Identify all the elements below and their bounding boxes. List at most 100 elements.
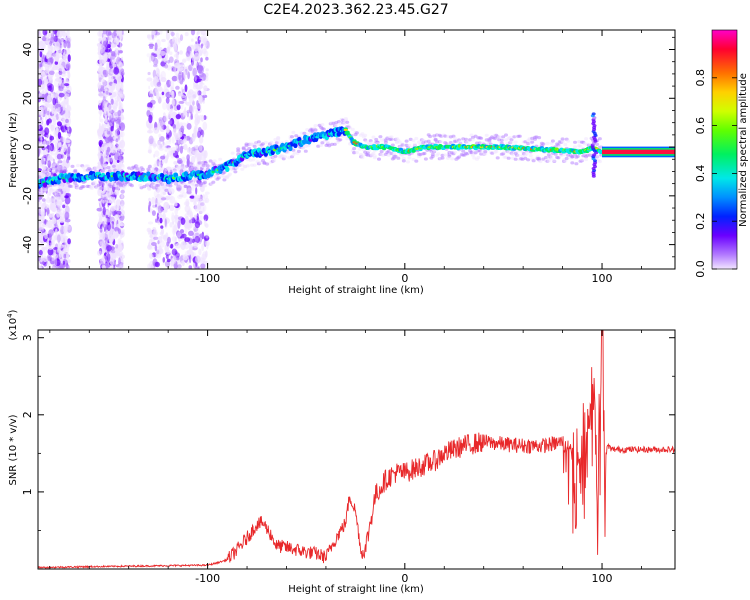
noise-blob <box>102 58 107 65</box>
noise-blob <box>171 248 178 256</box>
halo-blob <box>563 142 568 147</box>
noise-blob <box>190 30 196 36</box>
halo-blob <box>378 135 383 139</box>
noise-blob <box>44 31 47 37</box>
noise-blob <box>40 69 43 75</box>
figure-title: C2E4.2023.362.23.45.G27 <box>263 2 448 18</box>
noise-blob <box>113 132 117 141</box>
noise-blob <box>58 92 65 98</box>
noise-blob <box>47 154 53 162</box>
noise-blob <box>99 260 104 266</box>
noise-blob <box>44 219 47 225</box>
noise-blob <box>63 83 70 87</box>
noise-blob <box>53 247 59 251</box>
noise-blob <box>155 218 158 223</box>
noise-blob <box>146 34 151 39</box>
halo-blob <box>65 187 69 192</box>
spectrogram-ylabel: Frequency (Hz) <box>8 112 19 188</box>
noise-blob <box>173 54 179 58</box>
noise-blob <box>186 154 190 161</box>
x-tick-label: 100 <box>592 572 613 585</box>
halo-blob <box>290 135 294 139</box>
noise-blob <box>100 155 104 165</box>
halo-blob <box>211 180 216 184</box>
halo-blob <box>517 134 522 138</box>
noise-blob <box>113 37 117 43</box>
noise-blob <box>157 240 161 249</box>
noise-blob <box>200 73 207 81</box>
noise-blob <box>121 252 124 257</box>
noise-blob <box>114 91 120 95</box>
noise-blob <box>112 105 117 112</box>
noise-blob <box>120 189 125 194</box>
noise-blob <box>102 199 105 204</box>
noise-blob <box>42 226 44 232</box>
halo-blob <box>161 181 166 185</box>
noise-blob <box>117 228 121 234</box>
noise-blob <box>153 143 158 147</box>
noise-blob <box>116 30 121 36</box>
noise-blob <box>58 78 62 85</box>
noise-blob <box>169 80 172 85</box>
noise-blob <box>59 208 65 216</box>
noise-blob <box>180 101 184 110</box>
noise-blob <box>180 125 185 132</box>
noise-blob <box>191 56 196 62</box>
noise-blob <box>154 34 158 38</box>
noise-blob <box>155 58 160 65</box>
noise-blob <box>118 257 121 267</box>
noise-blob <box>118 262 125 269</box>
noise-blob <box>41 123 46 129</box>
halo-blob <box>52 167 57 171</box>
noise-blob <box>98 37 102 42</box>
noise-blob <box>194 214 198 220</box>
halo-blob <box>161 185 166 190</box>
noise-blob <box>183 71 187 79</box>
noise-blob <box>182 192 187 199</box>
noise-blob <box>166 79 172 88</box>
noise-blob <box>177 194 183 199</box>
noise-blob <box>121 71 125 76</box>
noise-blob <box>166 64 171 71</box>
noise-blob <box>175 85 180 90</box>
noise-blob <box>107 31 112 36</box>
noise-blob <box>107 44 111 49</box>
noise-blob <box>57 131 62 140</box>
noise-blob <box>192 67 197 77</box>
noise-blob <box>101 105 104 110</box>
halo-blob <box>560 137 565 141</box>
noise-blob <box>99 30 104 38</box>
noise-blob <box>119 209 125 217</box>
noise-blob <box>46 241 50 247</box>
halo-blob <box>506 156 511 160</box>
halo-blob <box>363 133 368 137</box>
noise-blob <box>175 32 180 38</box>
noise-blob <box>153 57 159 66</box>
noise-blob <box>154 150 160 157</box>
noise-blob <box>119 139 126 149</box>
noise-blob <box>184 213 189 219</box>
halo-blob <box>120 163 125 168</box>
noise-blob <box>169 30 172 34</box>
noise-blob <box>66 252 69 260</box>
halo-blob <box>528 154 533 158</box>
noise-blob <box>105 91 109 95</box>
noise-blob <box>189 195 196 199</box>
noise-blob <box>41 93 46 101</box>
noise-blob <box>118 106 123 110</box>
halo-blob <box>516 153 521 158</box>
halo-blob <box>430 154 435 158</box>
noise-blob <box>108 71 114 81</box>
noise-blob <box>202 48 207 55</box>
spike-blob <box>591 112 596 116</box>
noise-blob <box>171 136 175 144</box>
noise-blob <box>59 250 63 258</box>
noise-blob <box>148 85 151 90</box>
noise-blob <box>56 153 63 160</box>
noise-blob <box>115 123 120 129</box>
noise-blob <box>179 79 184 85</box>
noise-blob <box>169 196 176 204</box>
noise-blob <box>65 64 70 69</box>
noise-blob <box>47 44 53 49</box>
noise-blob <box>201 243 205 252</box>
